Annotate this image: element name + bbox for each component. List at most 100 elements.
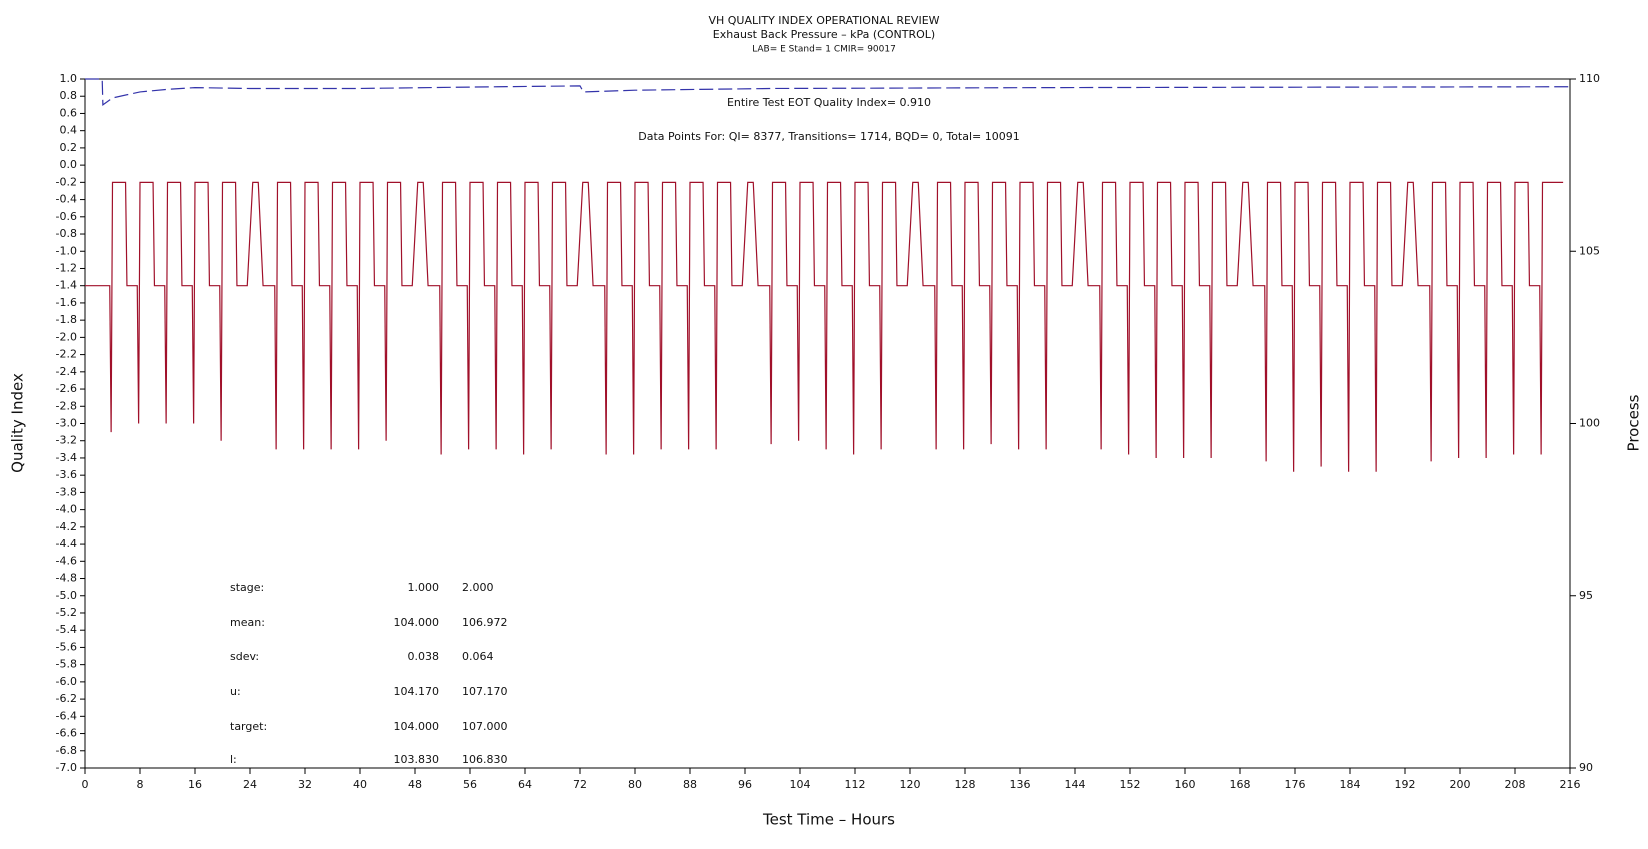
y-tick-label: -6.6 [56,727,77,740]
x-tick-label: 56 [463,778,477,791]
stats-value: 104.000 [394,720,440,733]
stats-value: 104.170 [394,685,440,698]
stats-value: 106.830 [462,753,508,766]
x-tick-label: 16 [188,778,202,791]
stats-value: 2.000 [462,581,494,594]
y-axis-label: Quality Index [9,373,27,473]
y-tick-label: -1.4 [56,279,77,292]
y-tick-label: -5.6 [56,640,77,653]
y-tick-label: -3.2 [56,434,77,447]
stats-value: 1.000 [408,581,440,594]
y-tick-label: 1.0 [60,72,78,85]
x-tick-label: 160 [1175,778,1196,791]
y-tick-label: -0.2 [56,175,77,188]
chart-subtitle: LAB= E Stand= 1 CMIR= 90017 [752,45,896,55]
x-tick-label: 64 [518,778,532,791]
y-tick-label: -4.8 [56,572,77,585]
x-tick-label: 216 [1560,778,1581,791]
y-tick-label: -3.0 [56,417,77,430]
x-tick-label: 104 [790,778,811,791]
x-tick-label: 96 [738,778,752,791]
x-tick-label: 32 [298,778,312,791]
x-tick-label: 168 [1230,778,1251,791]
x-tick-label: 72 [573,778,587,791]
y-tick-label: -4.2 [56,520,77,533]
stats-value: 104.000 [394,616,440,629]
y-tick-label: -3.8 [56,485,77,498]
y-tick-label: -0.4 [56,193,77,206]
stats-value: 107.000 [462,720,508,733]
stats-value: 107.170 [462,685,508,698]
x-tick-label: 48 [408,778,422,791]
stats-label: u: [230,685,241,698]
stats-label: stage: [230,581,264,594]
x-tick-label: 112 [845,778,866,791]
y-tick-label: -2.6 [56,382,77,395]
annotation: Entire Test EOT Quality Index= 0.910 [727,96,931,109]
y-tick-label: -2.8 [56,399,77,412]
stats-label: target: [230,720,267,733]
x-tick-label: 184 [1340,778,1361,791]
y2-tick-label: 95 [1579,589,1593,602]
y2-tick-label: 105 [1579,244,1600,257]
x-tick-label: 128 [955,778,976,791]
y-tick-label: -3.4 [56,451,77,464]
x-tick-label: 24 [243,778,257,791]
y-tick-label: 0.4 [60,124,78,137]
stats-label: mean: [230,616,265,629]
y-tick-label: -5.8 [56,658,77,671]
series-line [85,181,1564,472]
x-tick-label: 176 [1285,778,1306,791]
stats-value: 0.038 [408,650,440,663]
y-tick-label: -6.2 [56,692,77,705]
stats-label: sdev: [230,650,259,663]
chart-title: VH QUALITY INDEX OPERATIONAL REVIEW [708,14,939,27]
y-tick-label: 0.0 [60,158,78,171]
x-axis-label: Test Time – Hours [762,811,895,829]
x-tick-label: 40 [353,778,367,791]
x-tick-label: 200 [1450,778,1471,791]
x-tick-label: 0 [82,778,89,791]
y-tick-label: -5.0 [56,589,77,602]
stats-value: 106.972 [462,616,508,629]
y-tick-label: -2.2 [56,348,77,361]
x-tick-label: 152 [1120,778,1141,791]
y-tick-label: -1.6 [56,296,77,309]
y-tick-label: -7.0 [56,761,77,774]
y-tick-label: -4.4 [56,537,77,550]
y-tick-label: -4.6 [56,554,77,567]
y2-tick-label: 110 [1579,72,1600,85]
y-tick-label: -1.8 [56,313,77,326]
x-tick-label: 88 [683,778,697,791]
y-tick-label: -2.4 [56,365,77,378]
y-tick-label: -0.6 [56,210,77,223]
chart-subtitle: Exhaust Back Pressure – kPa (CONTROL) [713,28,935,41]
stats-value: 103.830 [394,753,440,766]
y-tick-label: -3.6 [56,468,77,481]
x-tick-label: 192 [1395,778,1416,791]
stats-value: 0.064 [462,650,494,663]
y-tick-label: -1.0 [56,244,77,257]
y-tick-label: -5.4 [56,623,77,636]
y-tick-label: -4.0 [56,503,77,516]
y-tick-label: -1.2 [56,261,77,274]
y2-tick-label: 100 [1579,417,1600,430]
y-tick-label: -5.2 [56,606,77,619]
y-tick-label: -2.0 [56,330,77,343]
y2-tick-label: 90 [1579,761,1593,774]
y-tick-label: 0.6 [60,106,78,119]
stats-label: l: [230,753,237,766]
y-tick-label: 0.8 [60,89,78,102]
x-tick-label: 80 [628,778,642,791]
x-tick-label: 208 [1505,778,1526,791]
x-tick-label: 120 [900,778,921,791]
y-tick-label: -6.8 [56,744,77,757]
y-tick-label: -6.4 [56,709,77,722]
x-tick-label: 8 [137,778,144,791]
x-tick-label: 136 [1010,778,1031,791]
y-tick-label: 0.2 [60,141,78,154]
y-tick-label: -0.8 [56,227,77,240]
annotation: Data Points For: QI= 8377, Transitions= … [638,130,1020,143]
